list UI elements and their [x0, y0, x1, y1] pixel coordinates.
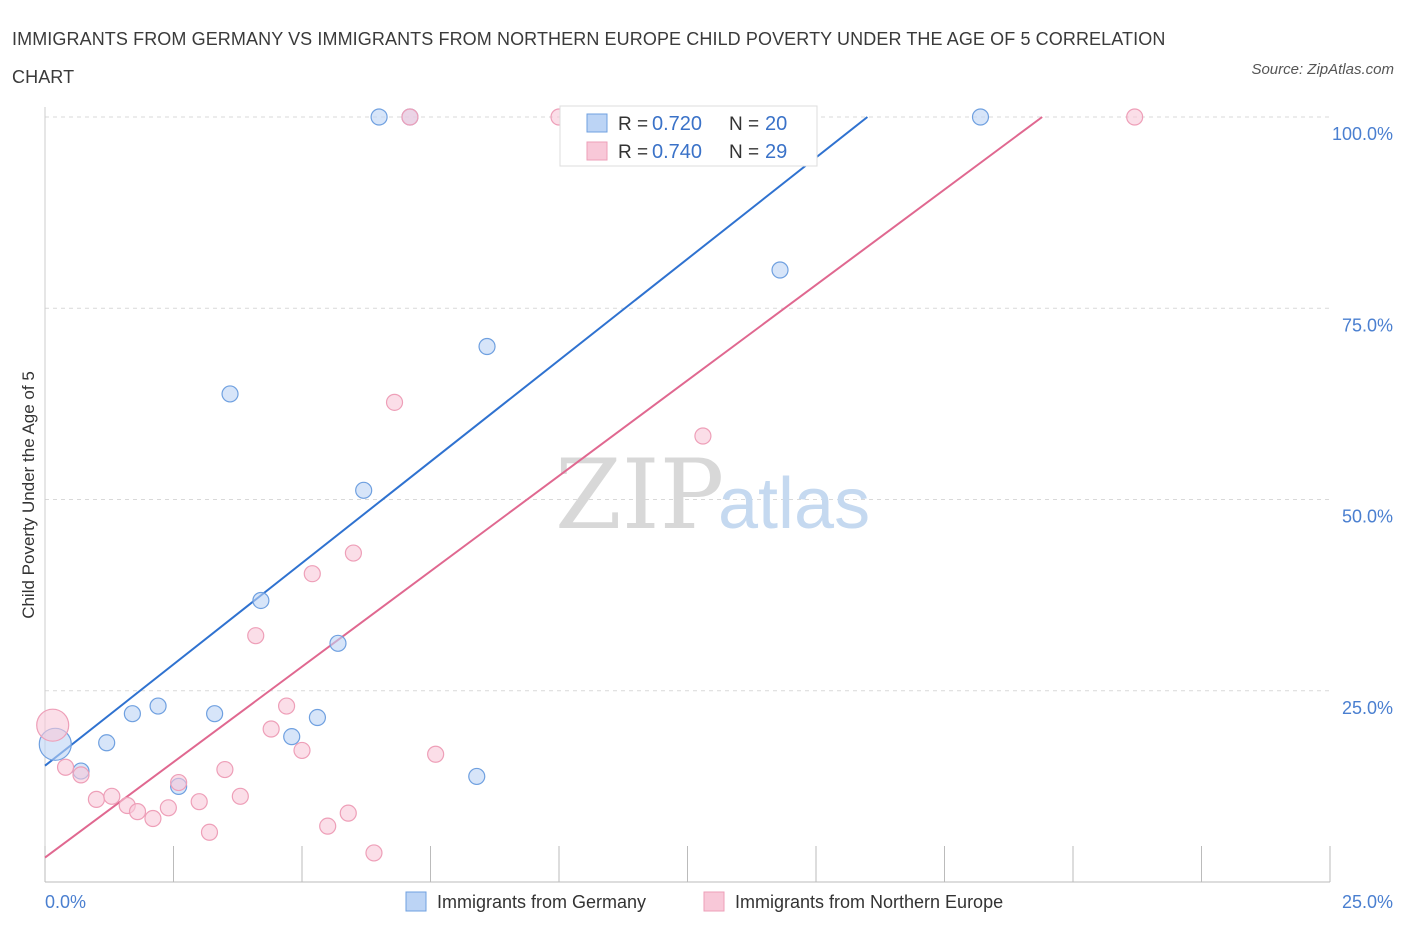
- x-tick-labels: 0.0% 25.0%: [45, 892, 1393, 912]
- point-s0-7: [221, 385, 239, 403]
- point-s1-8: [159, 799, 177, 817]
- point-s1-11: [200, 823, 219, 841]
- trend-line-1: [44, 116, 1043, 859]
- source-credit: Source: ZipAtlas.com: [1251, 61, 1394, 78]
- point-s0-18: [771, 261, 789, 279]
- point-s0-19: [971, 108, 990, 126]
- point-s1-7: [144, 809, 162, 828]
- legend-r-germany: 0.720: [652, 113, 702, 135]
- stats-legend: R = 0.720 N = 20 R = 0.740 N = 29: [559, 105, 818, 167]
- point-s0-2: [98, 734, 116, 752]
- point-s0-13: [370, 108, 388, 126]
- point-s0-8: [252, 591, 270, 610]
- legend-n-germany: 20: [765, 113, 787, 135]
- y-tick-labels: 25.0% 50.0% 75.0% 100.0%: [1332, 124, 1393, 718]
- point-s1-24: [401, 108, 419, 126]
- point-s1-14: [247, 627, 265, 645]
- point-s1-19: [319, 817, 337, 835]
- point-s1-10: [190, 793, 208, 811]
- trend-line-0: [44, 116, 869, 767]
- bottom-legend-swatch-germany: [405, 891, 427, 912]
- legend-r-northern-europe: 0.740: [652, 141, 702, 163]
- point-s1-23: [385, 393, 404, 411]
- trend-lines: [44, 116, 1043, 859]
- series-legend: Immigrants from Germany Immigrants from …: [405, 891, 1003, 912]
- point-s1-0: [36, 708, 70, 742]
- axes: [44, 107, 1331, 883]
- point-s1-12: [216, 760, 234, 779]
- point-s0-15: [468, 767, 486, 786]
- gridlines: [45, 116, 1330, 692]
- point-s1-20: [339, 804, 357, 822]
- legend-swatch-northern-europe: [586, 141, 608, 161]
- point-s1-17: [293, 741, 311, 760]
- y-tick-label-0: 25.0%: [1342, 698, 1393, 718]
- y-axis-label: Child Poverty Under the Age of 5: [19, 371, 38, 619]
- point-s1-16: [277, 697, 296, 715]
- point-s0-11: [329, 634, 347, 652]
- point-s1-22: [365, 844, 383, 862]
- legend-r-label-northern-europe: R =: [618, 142, 648, 163]
- point-s0-4: [149, 697, 167, 715]
- legend-r-label-germany: R =: [618, 114, 648, 135]
- legend-n-label-northern-europe: N =: [729, 142, 759, 163]
- bottom-legend-swatch-northern-europe: [703, 891, 725, 912]
- point-s1-25: [427, 745, 445, 763]
- watermark-zip: ZIP: [555, 439, 724, 551]
- point-s0-9: [283, 728, 301, 746]
- legend-swatch-germany: [586, 113, 608, 133]
- point-s1-21: [344, 544, 362, 562]
- point-s1-13: [231, 787, 249, 805]
- point-s0-3: [123, 705, 141, 723]
- point-s1-6: [128, 803, 147, 821]
- point-s1-27: [694, 427, 712, 445]
- point-s1-3: [87, 790, 106, 808]
- y-tick-label-3: 100.0%: [1332, 124, 1393, 144]
- bottom-legend-germany: Immigrants from Germany: [437, 892, 646, 912]
- point-s1-1: [56, 758, 75, 776]
- watermark-atlas: atlas: [718, 464, 870, 544]
- x-tick-label-1: 25.0%: [1342, 892, 1393, 912]
- x-tick-label-0: 0.0%: [45, 892, 86, 912]
- data-points: [36, 108, 1144, 862]
- bottom-legend-northern-europe: Immigrants from Northern Europe: [735, 892, 1003, 912]
- legend-n-northern-europe: 29: [765, 141, 787, 163]
- point-s0-16: [478, 337, 496, 356]
- point-s1-9: [170, 773, 188, 792]
- chart-title: IMMIGRANTS FROM GERMANY VS IMMIGRANTS FR…: [12, 29, 1166, 87]
- y-tick-label-1: 50.0%: [1342, 507, 1393, 527]
- legend-n-label-germany: N =: [729, 114, 759, 135]
- point-s1-15: [262, 720, 280, 738]
- point-s0-12: [355, 481, 373, 499]
- point-s1-4: [103, 787, 121, 805]
- point-s1-18: [303, 565, 321, 583]
- point-s1-2: [72, 766, 90, 784]
- point-s0-10: [308, 708, 327, 727]
- point-s1-28: [1126, 108, 1144, 126]
- y-tick-label-2: 75.0%: [1342, 315, 1393, 335]
- point-s0-6: [206, 705, 224, 723]
